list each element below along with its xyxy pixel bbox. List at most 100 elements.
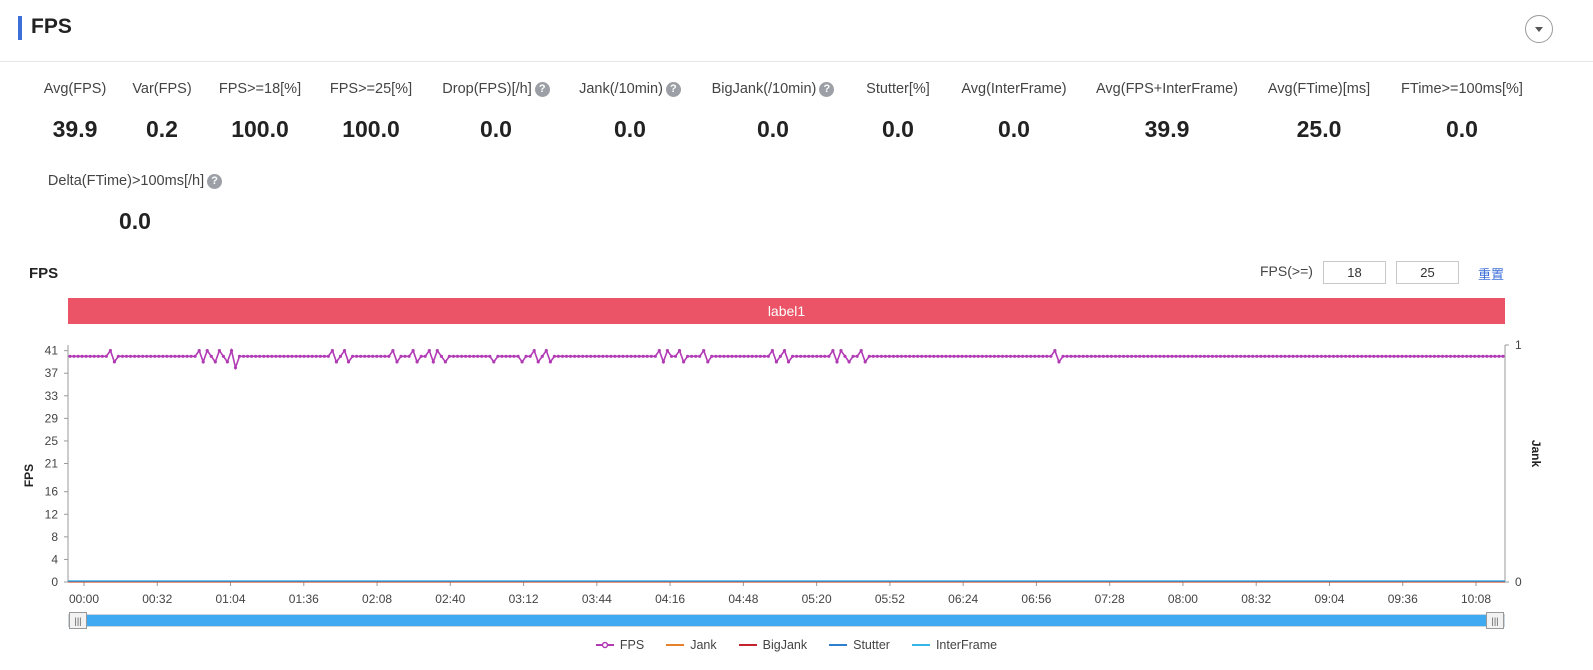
fps-point [322, 354, 326, 358]
fps-point [1255, 354, 1259, 358]
zoom-slider-track[interactable] [68, 614, 1505, 627]
legend-item-interframe[interactable]: InterFrame [911, 636, 997, 654]
fps-point [439, 354, 443, 358]
legend-item-bigjank[interactable]: BigJank [738, 636, 807, 654]
legend-swatch-icon [595, 641, 614, 649]
fps-point [193, 354, 197, 358]
fps-point [149, 354, 153, 358]
fps-point [201, 360, 205, 364]
fps-point [306, 354, 310, 358]
legend-item-stutter[interactable]: Stutter [829, 636, 890, 654]
fps-point [1041, 354, 1045, 358]
fps-point [1307, 354, 1311, 358]
fps-point [278, 354, 282, 358]
fps-threshold-high-input[interactable] [1396, 261, 1459, 284]
label-bar[interactable]: label1 [68, 298, 1505, 324]
fps-point [480, 354, 484, 358]
legend-label: FPS [619, 638, 645, 652]
fps-point [1356, 354, 1360, 358]
fps-point [112, 360, 116, 364]
fps-point [274, 354, 278, 358]
fps-point [702, 349, 706, 353]
y-tick-label: 0 [51, 575, 58, 589]
metric-label: BigJank(/10min)? [673, 78, 873, 100]
fps-point [221, 354, 225, 358]
fps-point [1432, 354, 1436, 358]
fps-point [177, 354, 181, 358]
fps-point [1485, 354, 1489, 358]
fps-point [1335, 354, 1340, 358]
legend-item-jank[interactable]: Jank [666, 636, 717, 654]
x-tick-label: 01:36 [289, 592, 319, 606]
reset-button[interactable]: 重置 [1478, 267, 1505, 282]
fps-point [435, 349, 439, 353]
fps-threshold-low-input[interactable] [1323, 261, 1386, 284]
fps-point [625, 354, 629, 358]
fps-point [1017, 354, 1021, 358]
help-icon[interactable]: ? [819, 81, 835, 97]
help-icon[interactable]: ? [534, 81, 550, 97]
series-line-fps [70, 347, 1503, 371]
fps-point [375, 354, 379, 358]
fps-point [1142, 354, 1146, 358]
fps-point [891, 354, 896, 358]
help-icon[interactable]: ? [665, 81, 681, 97]
fps-point [197, 349, 201, 353]
fps-point [476, 354, 480, 358]
panel-header: FPS [0, 0, 1593, 62]
fps-point [387, 354, 391, 358]
metric-label-text: Drop(FPS)[/h] [442, 81, 532, 97]
y2-tick-label: 0 [1515, 575, 1522, 589]
fps-point [395, 360, 399, 364]
fps-point [225, 360, 229, 364]
fps-point [1126, 354, 1130, 358]
fps-point [209, 354, 213, 358]
fps-point [314, 354, 318, 358]
metric-value: 0.0 [480, 116, 512, 142]
metric-value: 39.9 [1144, 116, 1190, 142]
x-tick-label: 00:32 [142, 592, 172, 606]
fps-point [1198, 354, 1202, 358]
fps-point [472, 354, 476, 358]
metric-value: 0.0 [1446, 116, 1478, 142]
fps-point [391, 349, 395, 353]
fps-point [1105, 354, 1109, 358]
metric-6: BigJank(/10min)? 0.0 [673, 78, 873, 143]
fps-point [532, 349, 536, 353]
fps-point [346, 360, 351, 364]
fps-point [423, 354, 427, 358]
fps-point [653, 354, 657, 358]
metric-label: FTime>=100ms[%] [1362, 78, 1562, 100]
metric-value: 0.0 [614, 116, 646, 142]
fps-point [128, 354, 133, 358]
legend-label: Stutter [853, 638, 890, 652]
fps-point [1186, 354, 1190, 358]
fps-point [536, 360, 540, 364]
fps-point [246, 354, 250, 358]
fps-point [589, 354, 593, 358]
fps-point [338, 354, 343, 358]
fps-point [984, 354, 988, 358]
fps-point [496, 354, 500, 358]
collapse-button[interactable] [1525, 15, 1553, 43]
fps-point [1053, 349, 1057, 353]
fps-point [597, 354, 601, 358]
fps-point [1235, 354, 1239, 358]
fps-point [686, 354, 690, 358]
fps-point [762, 354, 766, 358]
fps-point [1348, 354, 1352, 358]
metric-label-text: Avg(FTime)[ms] [1267, 81, 1371, 97]
help-icon[interactable]: ? [207, 173, 223, 189]
fps-point [213, 360, 217, 364]
fps-point [774, 360, 779, 364]
fps-point [242, 354, 246, 358]
x-tick-label: 02:08 [362, 592, 392, 606]
legend-item-fps[interactable]: FPS [595, 636, 645, 654]
zoom-slider-left-handle[interactable]: ||| [69, 612, 87, 629]
fps-point [690, 354, 694, 358]
metric-label-text: Jank(/10min) [579, 81, 663, 97]
x-tick-label: 09:36 [1388, 592, 1418, 606]
fps-point [1315, 354, 1319, 358]
zoom-slider-right-handle[interactable]: ||| [1486, 612, 1504, 629]
fps-point [641, 354, 645, 358]
